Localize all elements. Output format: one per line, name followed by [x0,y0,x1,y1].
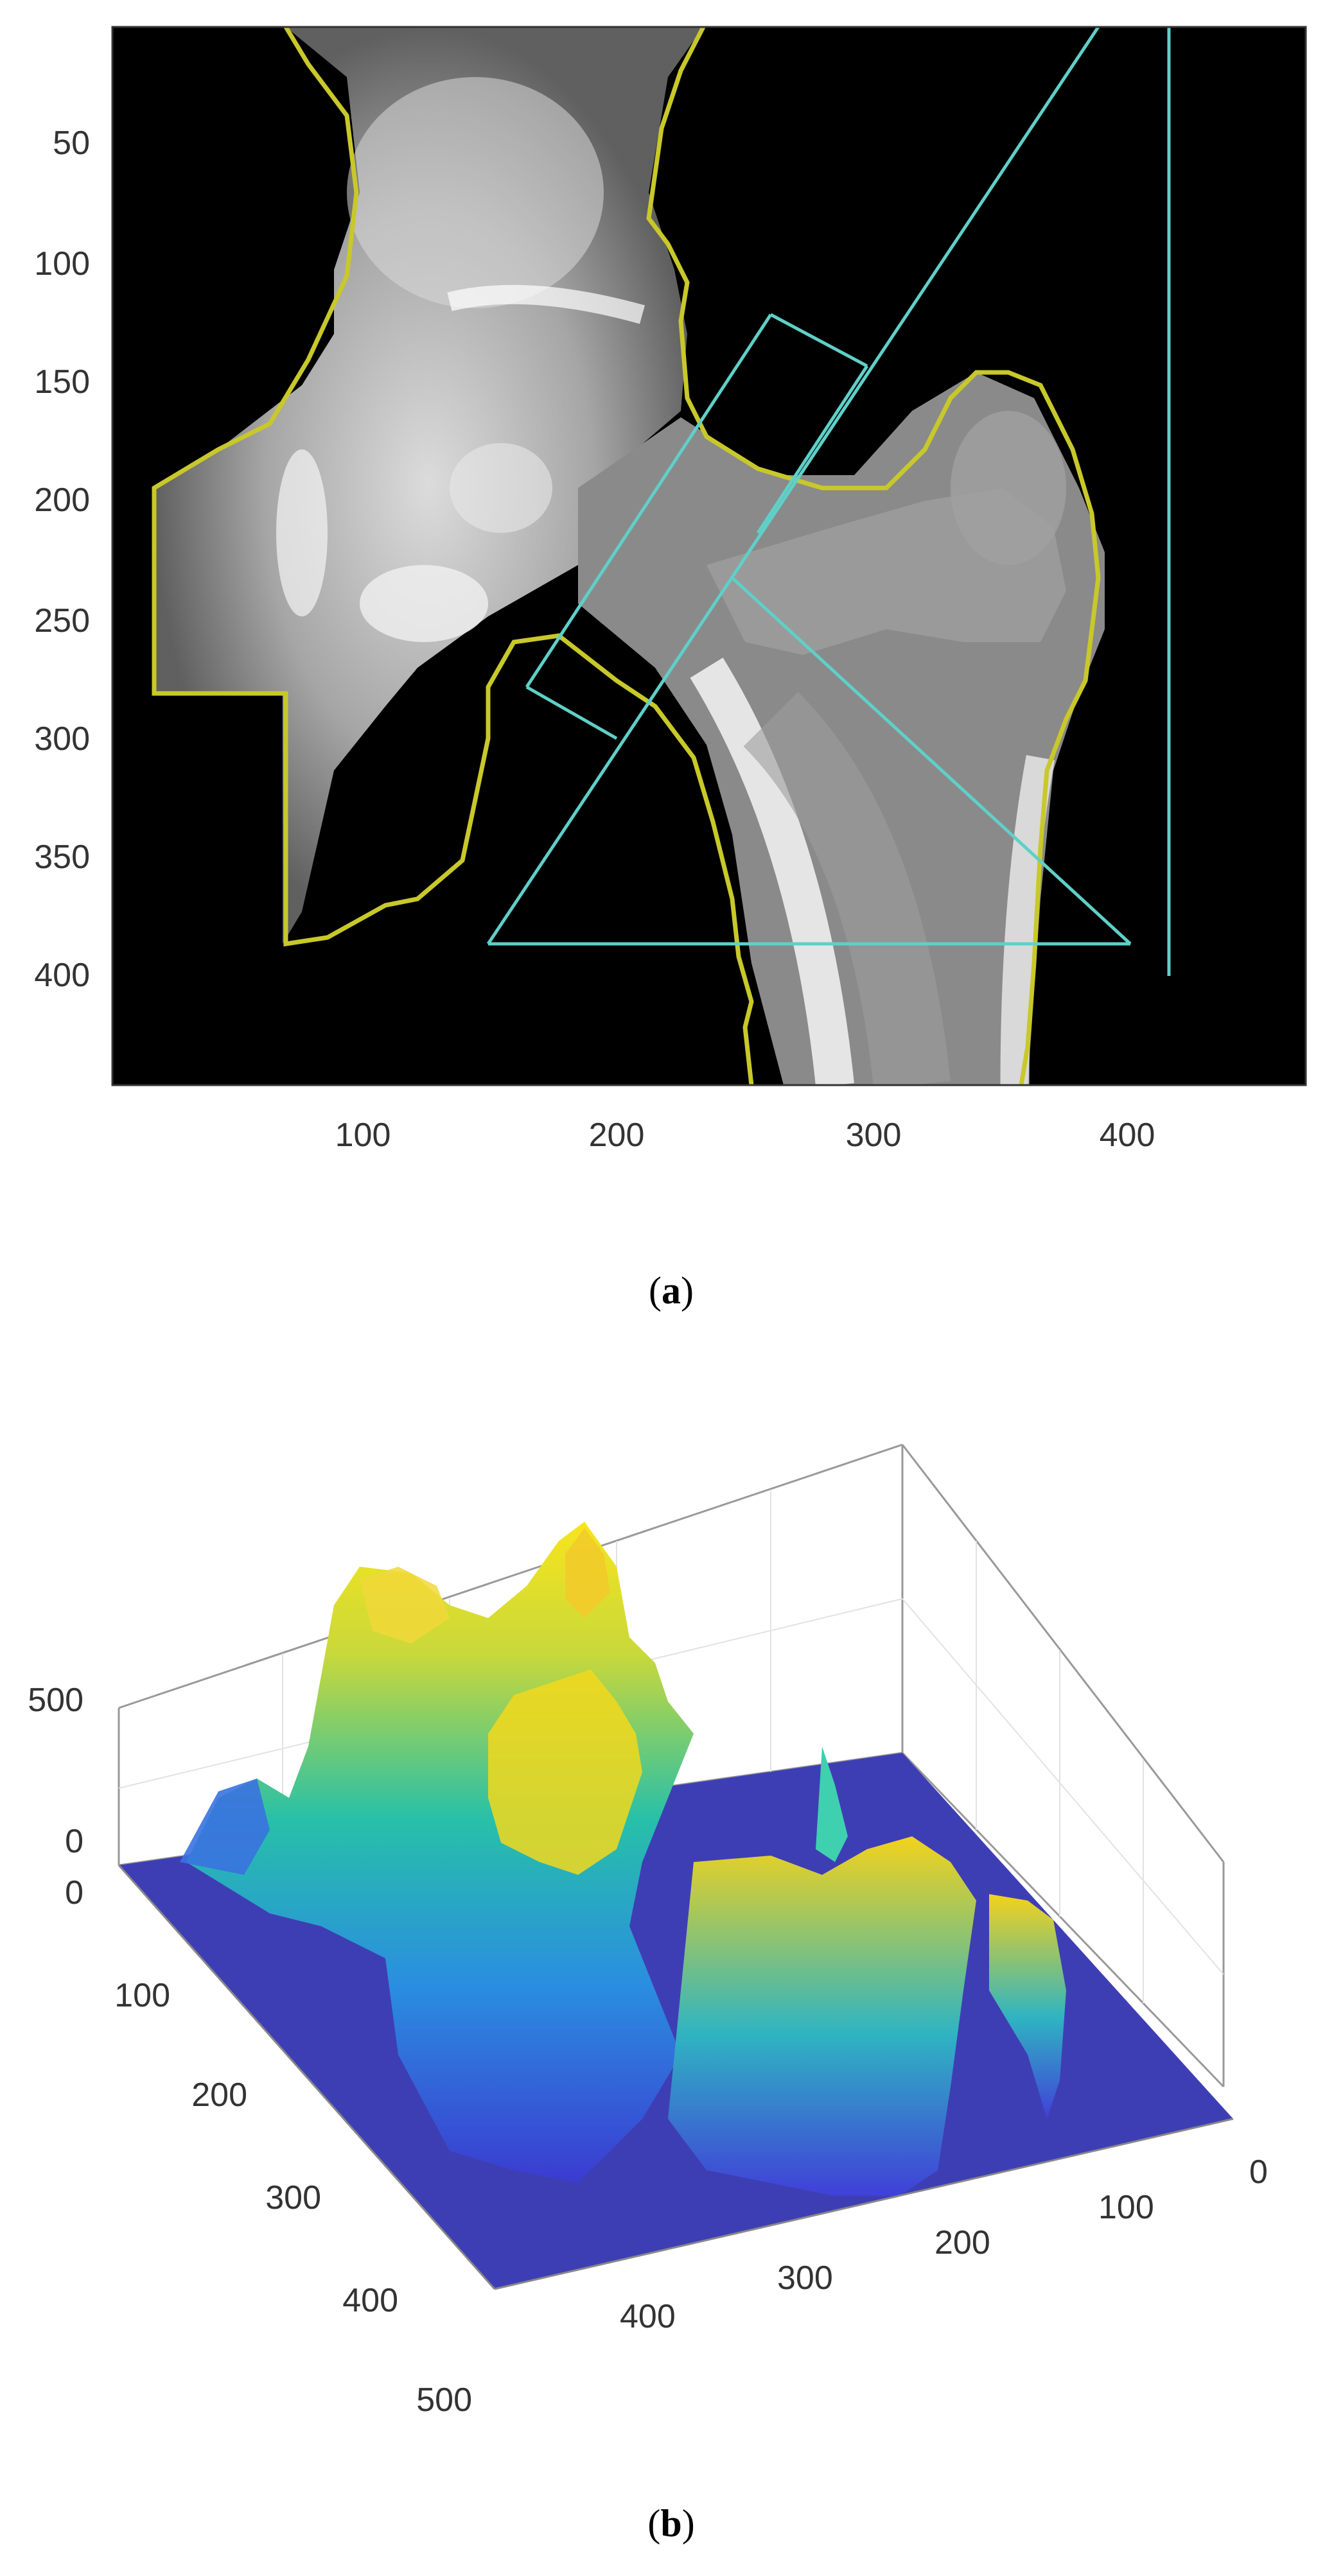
y-tick-label: 350 [34,839,90,876]
y-tick-label: 200 [34,482,90,519]
surface-mounds [180,1522,1066,2196]
x-tick-label: 300 [846,1117,902,1154]
x-tick-label: 200 [589,1117,645,1154]
left-axis-tick-label: 300 [265,2179,321,2216]
z-tick-label: 500 [28,1682,83,1719]
y-tick-label: 100 [34,245,90,283]
z-tick-label: 0 [65,1823,83,1860]
panel-b-z-axis: 0 500 [28,1682,83,1860]
bone-outline [152,27,1101,1085]
right-axis-tick-label: 100 [1098,2189,1154,2226]
x-tick-label: 400 [1100,1117,1155,1154]
left-axis-tick-label: 400 [342,2282,398,2319]
panel-a-frame [111,26,1307,1086]
y-tick-label: 150 [34,363,90,401]
panel-b-left-axis: 0 100 200 300 400 500 [65,1874,472,2419]
panel-a-label: a [662,1269,681,1312]
y-tick-label: 400 [34,957,90,994]
panel-b-caption: (b) [647,2502,694,2545]
front-axes [118,1865,1234,2290]
right-axis-tick-label: 200 [935,2224,990,2261]
bone-image [154,27,1105,1085]
right-axis-tick-label: 300 [777,2259,833,2297]
panel-b-surface-plot [118,1443,1234,2290]
roi-overlay [486,27,1171,976]
panel-a-xray [111,26,1307,1086]
x-tick-label: 100 [335,1117,391,1154]
left-axis-tick-label: 500 [416,2381,472,2419]
panel-a-caption: (a) [649,1269,694,1312]
panel-b-right-axis: 0 100 200 300 400 [620,2154,1268,2335]
panel-b-label: b [660,2502,681,2545]
y-tick-label: 300 [34,720,90,758]
panel-a-x-axis: 100 200 300 400 [335,1117,1155,1154]
right-axis-tick-label: 400 [620,2298,676,2335]
left-axis-tick-label: 100 [114,1977,170,2014]
left-axis-tick-label: 200 [191,2076,247,2114]
left-axis-tick-label: 0 [65,1874,83,1911]
y-tick-label: 50 [53,125,90,162]
y-tick-label: 250 [34,602,90,640]
panel-a-y-axis: 50 100 150 200 250 300 350 400 [34,125,90,994]
right-axis-tick-label: 0 [1249,2154,1268,2191]
